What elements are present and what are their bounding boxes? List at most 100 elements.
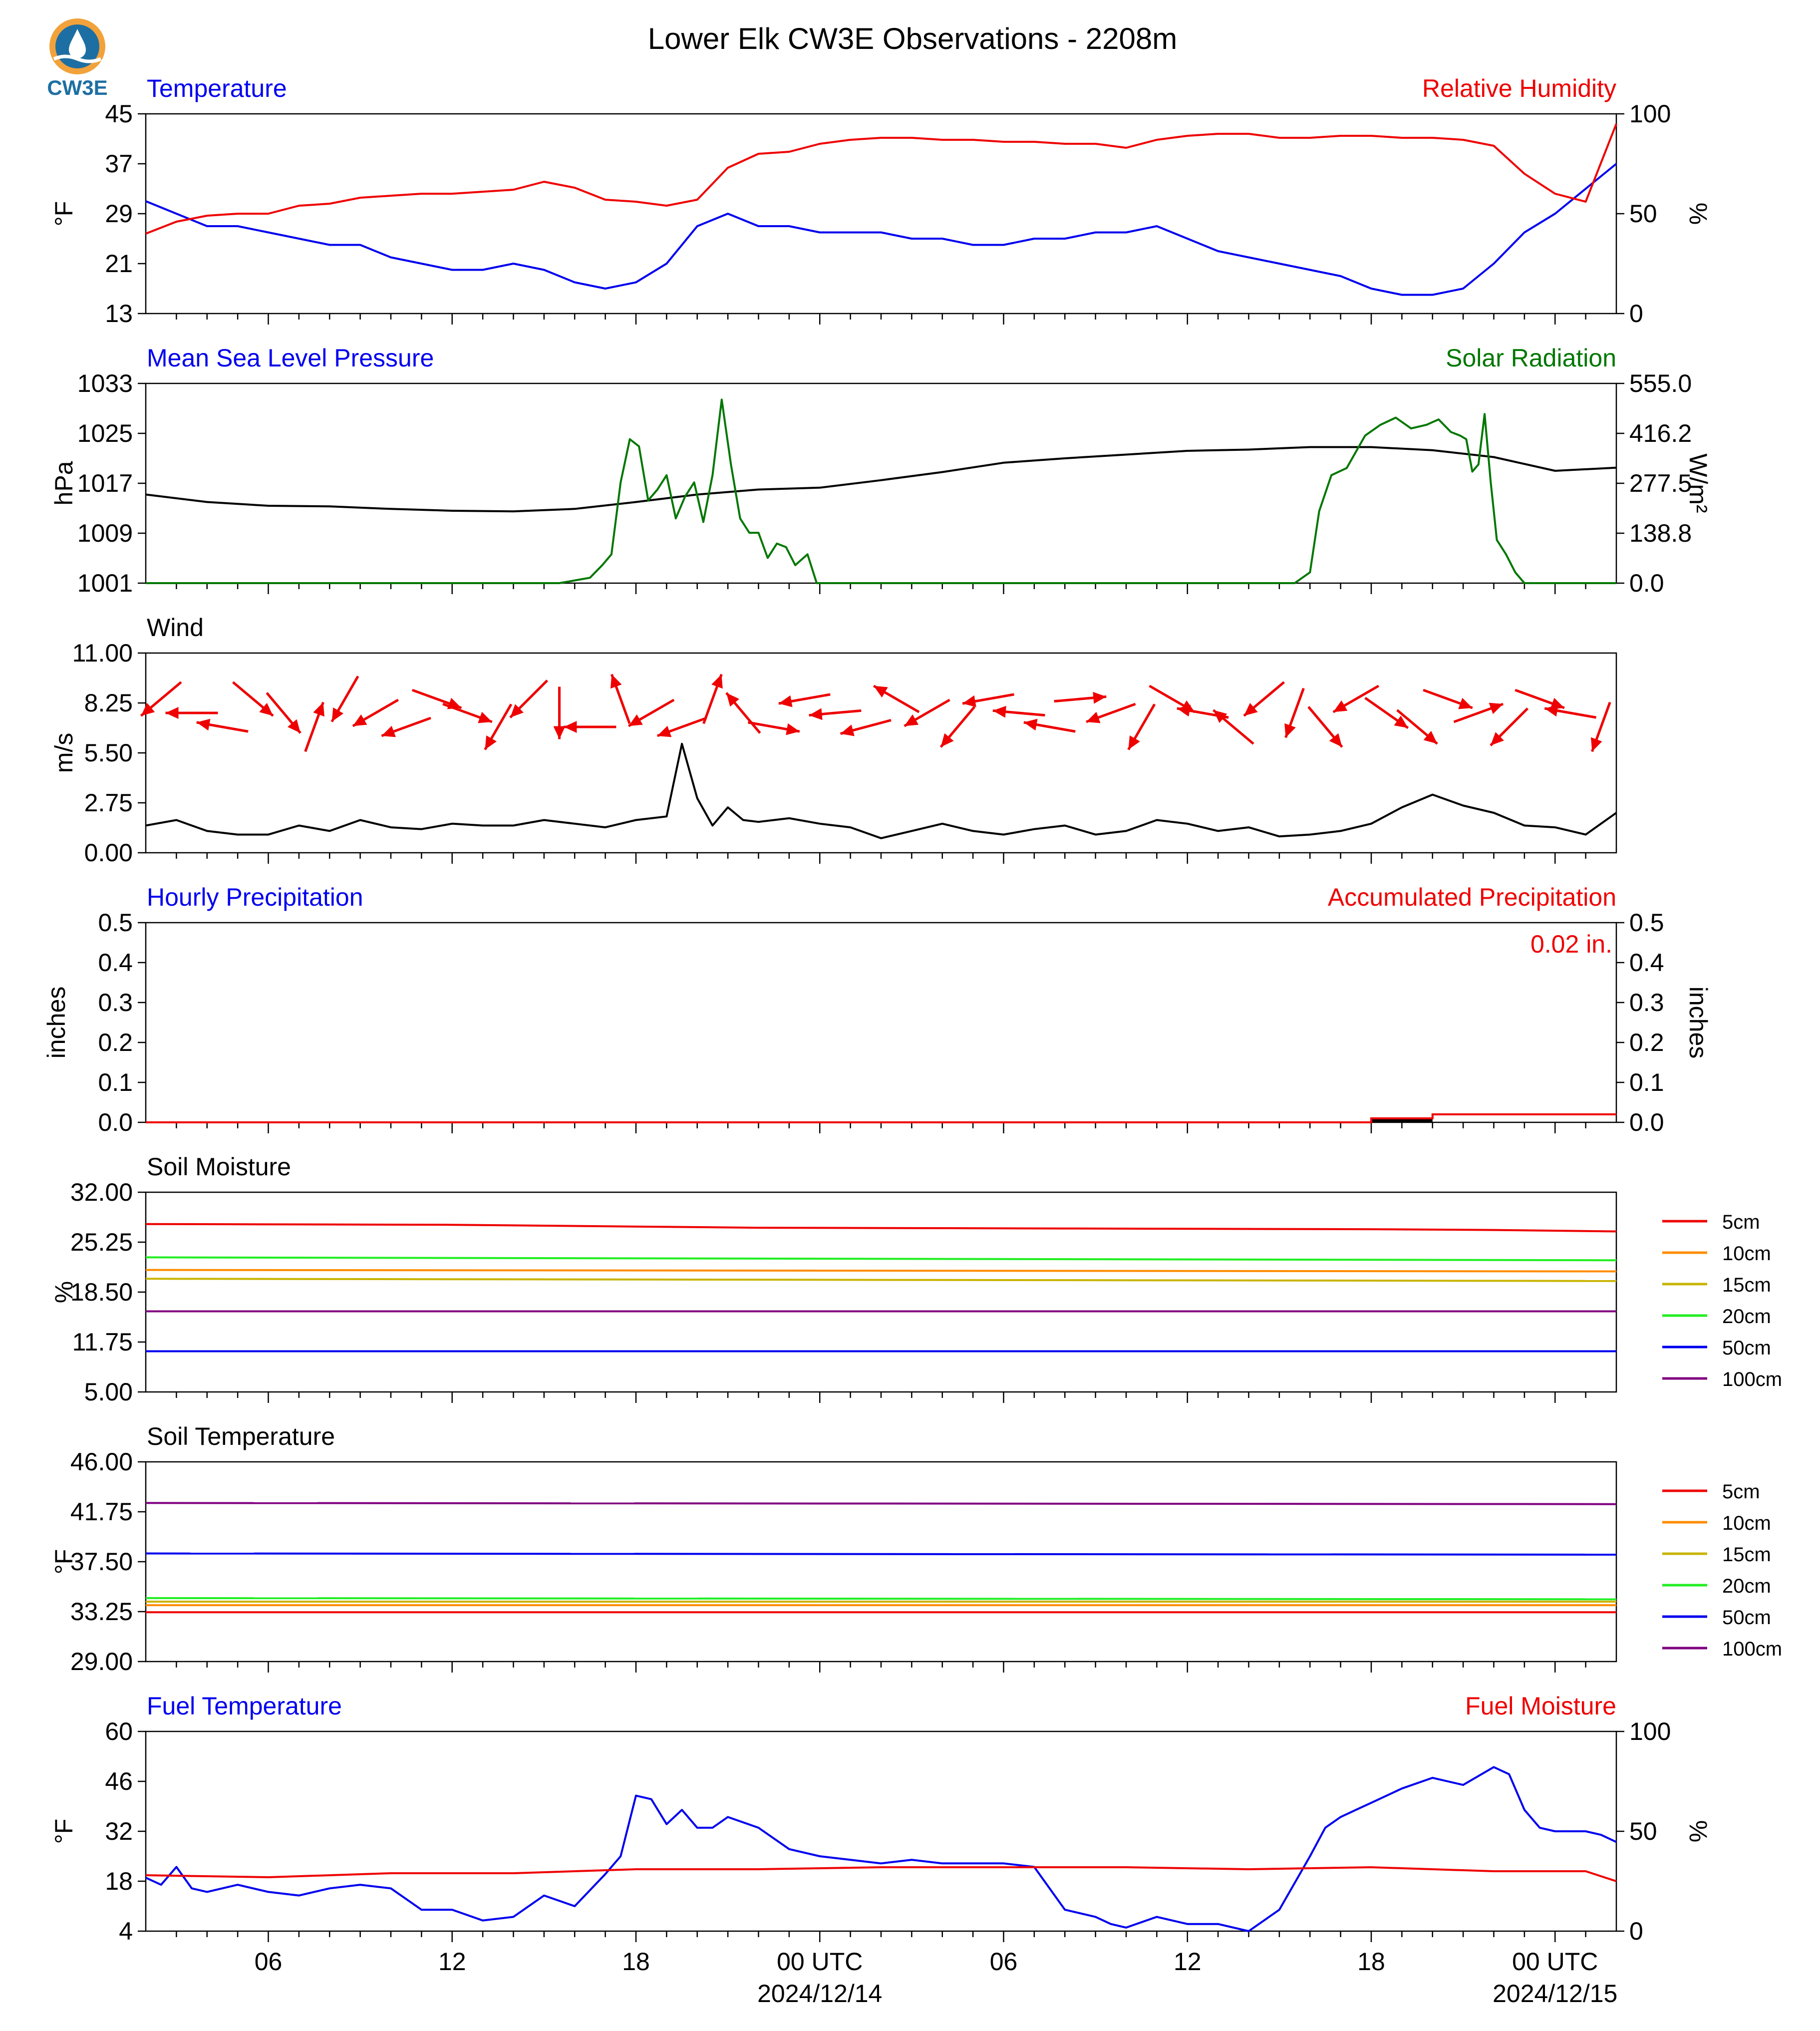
wind-arrow-head <box>840 724 855 736</box>
series-line-0 <box>145 163 1617 296</box>
series-line-15cm <box>145 1278 1617 1282</box>
legend-label: 15cm <box>1722 1274 1771 1296</box>
y-tick-label-left: 1009 <box>77 519 133 547</box>
y-tick-label-left: 1033 <box>77 369 133 397</box>
series-line-5cm <box>145 1223 1617 1233</box>
y-tick-label-right: 50 <box>1629 1817 1657 1845</box>
hourly-precip-bar <box>1371 1118 1433 1122</box>
wind-arrow-head <box>1213 710 1227 723</box>
accumulated-precip-line <box>146 1113 1616 1123</box>
y-axis-label-left: °F <box>50 201 78 227</box>
panel-precipitation: 0.5 0.4 0.3 0.2 0.1 0.0 0.5 0.4 0.3 0.2 0.1 0.0 inch… <box>42 883 1712 1136</box>
wind-arrow-head <box>711 674 723 689</box>
panel-title-right: Accumulated Precipitation <box>1328 883 1616 911</box>
panel-pressure_solar: 1033 1025 1017 1009 1001 555.0 416.2 277.5 138.8… <box>50 344 1712 597</box>
y-tick-label-right: 0.4 <box>1629 949 1664 977</box>
wind-arrow-head <box>874 685 888 698</box>
water-drop-icon <box>69 29 86 58</box>
legend-label: 100cm <box>1722 1638 1782 1660</box>
y-tick-label-left: 4 <box>119 1917 133 1945</box>
y-tick-label-right: 100 <box>1629 100 1671 128</box>
y-tick-label-left: 0.2 <box>98 1028 133 1056</box>
wind-arrow-head <box>1128 735 1140 750</box>
y-tick-label-right: 0 <box>1629 300 1643 328</box>
cw3e-logo: CW3E <box>47 18 108 99</box>
y-tick-label-left: 1025 <box>77 419 133 447</box>
wind-arrow-head <box>1177 704 1191 717</box>
wind-arrow-head <box>1458 697 1473 709</box>
y-tick-label-left: 21 <box>105 250 133 278</box>
y-axis-label-left: % <box>50 1281 78 1303</box>
wind-arrow-head <box>141 702 155 716</box>
y-tick-label-right: 0.0 <box>1629 569 1664 597</box>
y-tick-label-left: 18.50 <box>70 1278 133 1306</box>
y-axis-label-right: W/m² <box>1684 453 1712 513</box>
legend-label: 10cm <box>1722 1243 1771 1265</box>
series-line-0 <box>145 446 1617 513</box>
legend-label: 50cm <box>1722 1607 1771 1629</box>
series-line-10cm <box>145 1269 1617 1273</box>
y-tick-label-left: 5.50 <box>84 739 133 767</box>
series-line-20cm <box>145 1256 1617 1262</box>
wind-arrow-head <box>904 714 919 726</box>
series-line-1 <box>145 123 1617 235</box>
y-tick-label-left: 46 <box>105 1767 133 1795</box>
y-tick-label-right: 0.3 <box>1629 989 1664 1016</box>
wind-arrow-head <box>1329 733 1342 747</box>
legend-label: 50cm <box>1722 1337 1771 1359</box>
y-tick-label-left: 2.75 <box>84 789 133 817</box>
y-tick-label-left: 29.00 <box>70 1648 133 1676</box>
y-tick-label-left: 11.75 <box>72 1328 133 1356</box>
y-tick-label-left: 29 <box>105 200 133 228</box>
y-tick-label-left: 8.25 <box>84 689 133 717</box>
x-tick-label: 00 UTC <box>777 1948 863 1976</box>
series-line-1 <box>146 398 1616 584</box>
y-tick-label-left: 0.00 <box>84 839 133 867</box>
series-line-50cm <box>145 1552 1617 1556</box>
y-axis-label-left: hPa <box>50 461 78 505</box>
wind-arrow-head <box>726 692 739 707</box>
x-date-label: 2024/12/15 <box>1493 1980 1617 2008</box>
panel-title-left: Wind <box>147 614 204 642</box>
wind-arrow-head <box>553 726 566 739</box>
wind-arrow-head <box>259 702 274 716</box>
y-axis-label-left: inches <box>42 987 70 1059</box>
wind-arrow-head <box>1544 704 1558 717</box>
y-tick-label-left: 33.25 <box>70 1598 133 1626</box>
y-axis-label-right: inches <box>1684 987 1712 1059</box>
legend-label: 20cm <box>1722 1306 1771 1328</box>
panel-title-right: Relative Humidity <box>1422 74 1616 102</box>
wind-arrow-head <box>1023 718 1038 731</box>
wind-arrow-head <box>1489 702 1504 714</box>
y-tick-label-left: 32 <box>105 1817 133 1845</box>
wind-arrow-head <box>478 711 492 723</box>
wind-arrow-head <box>1093 691 1107 704</box>
y-tick-label-right: 0.2 <box>1629 1028 1664 1056</box>
chart-panels: 45 37 29 21 13 100 50 0 °F % Temperature Relative H… <box>42 74 1782 2008</box>
wind-arrow-head <box>940 733 954 747</box>
y-tick-label-left: 0.0 <box>98 1108 133 1136</box>
wind-arrow-head <box>628 714 643 726</box>
y-axis-label-left: °F <box>50 1549 78 1575</box>
y-axis-label-right: % <box>1684 203 1712 225</box>
panel-title-left: Temperature <box>147 74 287 102</box>
y-tick-label-right: 555.0 <box>1629 369 1692 397</box>
y-tick-label-right: 416.2 <box>1629 419 1692 447</box>
y-tick-label-left: 32.00 <box>70 1178 133 1206</box>
y-tick-label-right: 277.5 <box>1629 469 1692 497</box>
y-tick-label-left: 1017 <box>77 469 133 497</box>
wind-arrow-head <box>962 695 976 707</box>
y-tick-label-left: 45 <box>105 100 133 128</box>
wind-arrow-head <box>313 702 324 717</box>
legend-label: 100cm <box>1722 1368 1782 1390</box>
x-tick-label: 12 <box>1174 1948 1202 1976</box>
panel-title-right: Fuel Moisture <box>1465 1692 1616 1720</box>
y-tick-label-left: 60 <box>105 1717 133 1745</box>
wind-arrow-head <box>1086 711 1101 723</box>
series-line-100cm <box>145 1502 1617 1505</box>
panel-soil_temperature: 46.00 41.75 37.50 33.25 29.00 °F Soil Temperat… <box>50 1422 1782 1676</box>
x-tick-label: 12 <box>438 1948 466 1976</box>
x-tick-label: 18 <box>622 1948 650 1976</box>
y-tick-label-left: 0.5 <box>98 909 133 937</box>
